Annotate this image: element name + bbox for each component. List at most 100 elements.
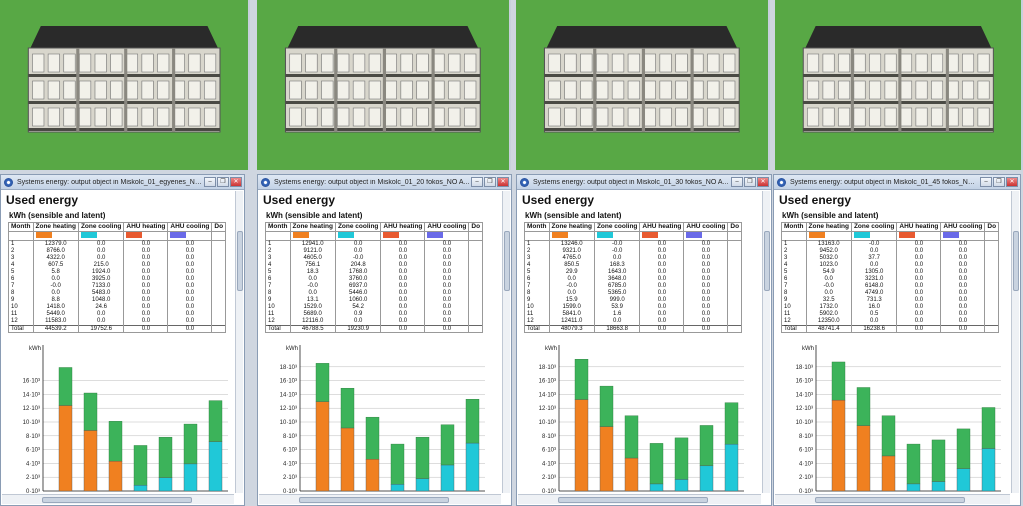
total-ahu-cooling: 0.0 xyxy=(683,325,729,333)
model-view-2[interactable] xyxy=(257,0,511,170)
table-cell: 2 xyxy=(784,248,788,254)
horizontal-scrollbar[interactable] xyxy=(259,494,501,504)
y-tick-label: 2·10³ xyxy=(283,475,297,481)
table-cell: 0.0 xyxy=(354,241,363,247)
column-header[interactable]: AHU cooling xyxy=(940,222,986,232)
table-cell: 7133.0 xyxy=(92,283,111,289)
table-cell: 2 xyxy=(11,248,15,254)
table-cell: 12350.0 xyxy=(817,318,840,324)
output-window-4[interactable]: Systems energy: output object in Miskolc… xyxy=(773,174,1021,506)
column-header[interactable]: Month xyxy=(8,222,34,232)
title-bar[interactable]: Systems energy: output object in Miskolc… xyxy=(1,175,244,190)
table-cell: 1418.0 xyxy=(46,304,65,310)
vertical-scrollbar[interactable] xyxy=(1011,191,1019,493)
vertical-scrollbar[interactable] xyxy=(762,191,770,493)
column-header[interactable]: Zone heating xyxy=(548,222,595,232)
total-ahu-heating: 0.0 xyxy=(123,325,169,333)
bar-total xyxy=(674,437,689,480)
minimize-icon[interactable]: – xyxy=(980,177,992,187)
table-cell: 10 xyxy=(784,304,791,310)
column-header[interactable]: Do xyxy=(727,222,743,232)
model-view-1[interactable] xyxy=(0,0,250,170)
close-icon[interactable]: ✕ xyxy=(230,177,242,187)
scroll-thumb[interactable] xyxy=(764,231,770,291)
output-window-3[interactable]: Systems energy: output object in Miskolc… xyxy=(516,174,772,506)
column-header[interactable]: Month xyxy=(781,222,807,232)
total-ahu-cooling: 0.0 xyxy=(167,325,213,333)
column-header[interactable]: AHU heating xyxy=(896,222,942,232)
restore-icon[interactable]: ❐ xyxy=(484,177,496,187)
table-cell: 37.7 xyxy=(868,255,881,261)
close-icon[interactable]: ✕ xyxy=(757,177,769,187)
column-header[interactable]: Month xyxy=(524,222,550,232)
table-cell: 0.0 xyxy=(97,248,106,254)
column-header[interactable]: Zone heating xyxy=(289,222,336,232)
scroll-thumb[interactable] xyxy=(558,497,708,503)
minimize-icon[interactable]: – xyxy=(731,177,743,187)
output-window-1[interactable]: Systems energy: output object in Miskolc… xyxy=(0,174,245,506)
energy-bar-chart: 0·10³ 2·10³ 4·10³ 6·10³ 8·10³ 10·10³ 12·10³ 14·… xyxy=(796,345,1001,493)
table-cell: 0.0 xyxy=(354,318,363,324)
y-tick-label: 0·10³ xyxy=(542,489,556,493)
bar-zone xyxy=(183,463,198,492)
column-header[interactable]: Zone heating xyxy=(32,222,79,232)
table-cell: 15.9 xyxy=(565,297,578,303)
building-model-icon xyxy=(802,26,994,133)
table-cell: 1 xyxy=(527,241,531,247)
total-zone-heating: 48079.3 xyxy=(548,325,595,333)
scroll-thumb[interactable] xyxy=(504,231,510,291)
column-header[interactable]: AHU cooling xyxy=(167,222,213,232)
restore-icon[interactable]: ❐ xyxy=(744,177,756,187)
minimize-icon[interactable]: – xyxy=(471,177,483,187)
restore-icon[interactable]: ❐ xyxy=(217,177,229,187)
scroll-thumb[interactable] xyxy=(237,231,243,291)
column-header[interactable]: AHU cooling xyxy=(424,222,470,232)
title-bar[interactable]: Systems energy: output object in Miskolc… xyxy=(258,175,511,190)
bar-zone xyxy=(440,464,455,492)
horizontal-scrollbar[interactable] xyxy=(518,494,761,504)
column-header[interactable]: Zone cooling xyxy=(334,222,382,232)
column-header[interactable]: Month xyxy=(265,222,291,232)
table-cell: 53.9 xyxy=(611,304,624,310)
column-header[interactable]: AHU heating xyxy=(123,222,169,232)
output-window-2[interactable]: Systems energy: output object in Miskolc… xyxy=(257,174,512,506)
model-view-3[interactable] xyxy=(516,0,770,170)
table-cell: 0.0 xyxy=(398,297,408,303)
vertical-scrollbar[interactable] xyxy=(502,191,510,493)
title-bar[interactable]: Systems energy: output object in Miskolc… xyxy=(774,175,1020,190)
column-header[interactable]: Zone cooling xyxy=(850,222,898,232)
column-header[interactable]: AHU cooling xyxy=(683,222,729,232)
column-header[interactable]: Do xyxy=(211,222,227,232)
restore-icon[interactable]: ❐ xyxy=(993,177,1005,187)
column-header[interactable]: Do xyxy=(468,222,484,232)
model-view-4[interactable] xyxy=(775,0,1023,170)
column-header[interactable]: Zone heating xyxy=(805,222,852,232)
vertical-scrollbar[interactable] xyxy=(235,191,243,493)
column-header[interactable]: Do xyxy=(984,222,1000,232)
table-cell: 2 xyxy=(527,248,531,254)
table-cell: 29.9 xyxy=(565,269,578,275)
scroll-thumb[interactable] xyxy=(1013,231,1019,291)
column-header[interactable]: AHU heating xyxy=(639,222,685,232)
horizontal-scrollbar[interactable] xyxy=(775,494,1010,504)
close-icon[interactable]: ✕ xyxy=(497,177,509,187)
table-cell: 54.9 xyxy=(822,269,835,275)
scroll-thumb[interactable] xyxy=(299,497,449,503)
column-header[interactable]: AHU heating xyxy=(380,222,426,232)
y-tick-label: 6·10³ xyxy=(26,448,40,454)
horizontal-scrollbar[interactable] xyxy=(2,494,234,504)
column-header[interactable]: Zone cooling xyxy=(77,222,125,232)
table-cell: 4322.0 xyxy=(46,255,65,261)
scroll-thumb[interactable] xyxy=(42,497,192,503)
column-header[interactable]: Zone cooling xyxy=(593,222,641,232)
minimize-icon[interactable]: – xyxy=(204,177,216,187)
bar-zone xyxy=(699,465,714,492)
building-model-icon xyxy=(544,26,740,133)
close-icon[interactable]: ✕ xyxy=(1006,177,1018,187)
section-subheading: kWh (sensible and latent) xyxy=(782,211,879,220)
table-cell: 0.0 xyxy=(398,241,408,247)
table-cell: 3 xyxy=(268,255,272,261)
scroll-thumb[interactable] xyxy=(815,497,965,503)
title-bar[interactable]: Systems energy: output object in Miskolc… xyxy=(517,175,771,190)
table-cell: 0.0 xyxy=(657,255,667,261)
